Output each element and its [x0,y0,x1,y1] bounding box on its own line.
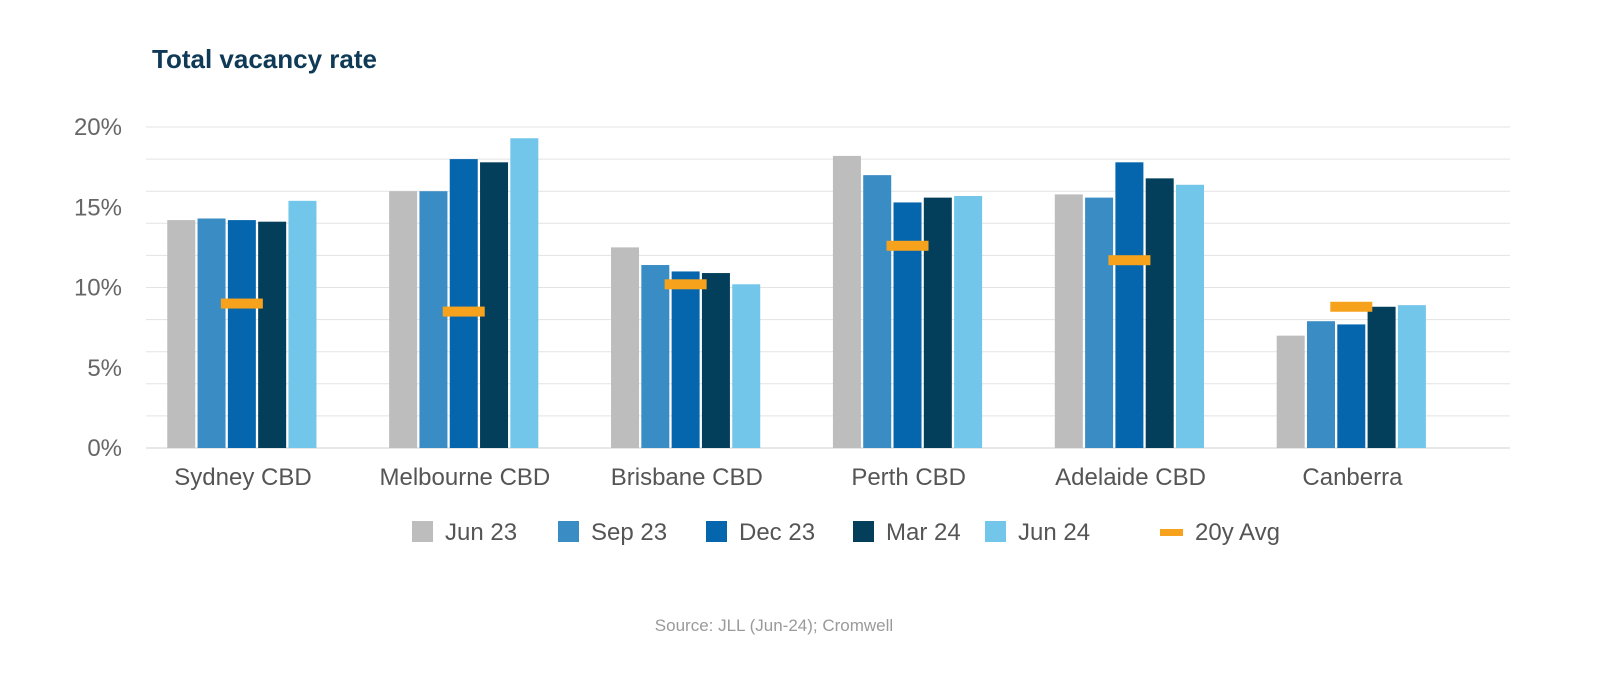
average-markers [220,240,1373,317]
bar-sep-23 [197,218,226,448]
legend-swatch [853,521,874,542]
gridlines [146,126,1510,449]
bar-dec-23 [893,202,922,448]
legend-label: Mar 24 [886,519,961,546]
legend-label: Jun 24 [1018,519,1090,546]
x-tick-label: Adelaide CBD [1055,464,1206,491]
x-tick-label: Canberra [1302,464,1403,491]
bar-mar-24 [923,197,952,448]
avg-marker [220,298,263,309]
y-tick-label: 10% [74,275,122,302]
x-tick-label: Brisbane CBD [611,464,763,491]
bar-chart: 0% 5% 10% 15% 20% Sydney CBD Melbourne CBD Bri… [74,114,1510,546]
bar-sep-23 [1306,321,1335,448]
bar-sep-23 [863,175,892,448]
bar-mar-24 [258,221,287,448]
bar-sep-23 [1085,197,1114,448]
y-tick-label: 5% [87,355,122,382]
legend-swatch [706,521,727,542]
y-axis-labels: 0% 5% 10% 15% 20% [74,114,122,462]
bar-dec-23 [1115,162,1144,448]
bar-jun-24 [732,284,761,448]
legend-avg-swatch [1160,529,1183,536]
bar-jun-24 [1176,184,1205,448]
bar-dec-23 [1337,324,1366,448]
chart-title: Total vacancy rate [152,44,377,74]
bar-mar-24 [1145,178,1174,449]
avg-marker [442,306,485,317]
bar-jun-23 [1276,335,1305,448]
legend-label: 20y Avg [1195,519,1280,546]
bar-mar-24 [701,273,730,448]
x-tick-label: Melbourne CBD [380,464,551,491]
legend-swatch [412,521,433,542]
bar-sep-23 [641,265,670,448]
avg-marker [886,240,929,251]
bar-jun-24 [1397,305,1426,448]
legend-swatch [985,521,1006,542]
avg-marker [1108,255,1151,266]
legend-label: Jun 23 [445,519,517,546]
bar-jun-24 [510,138,539,449]
legend-swatch [558,521,579,542]
y-tick-label: 0% [87,435,122,462]
bar-sep-23 [419,191,448,448]
x-tick-label: Perth CBD [851,464,966,491]
avg-marker [1330,301,1373,312]
bar-dec-23 [227,220,256,448]
bar-dec-23 [449,159,478,448]
y-tick-label: 20% [74,114,122,141]
bar-mar-24 [480,162,509,448]
bar-dec-23 [671,271,700,448]
legend: Jun 23 Sep 23 Dec 23 Mar 24 Jun 24 20y Avg [412,519,1280,546]
legend-label: Dec 23 [739,519,815,546]
bars [167,138,1426,449]
y-tick-label: 15% [74,194,122,221]
avg-marker [664,279,707,290]
bar-jun-23 [1054,194,1083,448]
legend-label: Sep 23 [591,519,667,546]
x-tick-label: Sydney CBD [174,464,311,491]
x-axis-labels: Sydney CBD Melbourne CBD Brisbane CBD Perth… [174,464,1403,491]
bar-mar-24 [1367,306,1396,448]
bar-jun-23 [167,220,196,448]
bar-jun-23 [389,191,418,448]
source-note: Source: JLL (Jun-24); Cromwell [654,616,894,635]
bar-jun-23 [832,155,861,448]
bar-jun-24 [288,200,317,448]
bar-jun-24 [954,196,983,448]
bar-jun-23 [611,247,640,448]
